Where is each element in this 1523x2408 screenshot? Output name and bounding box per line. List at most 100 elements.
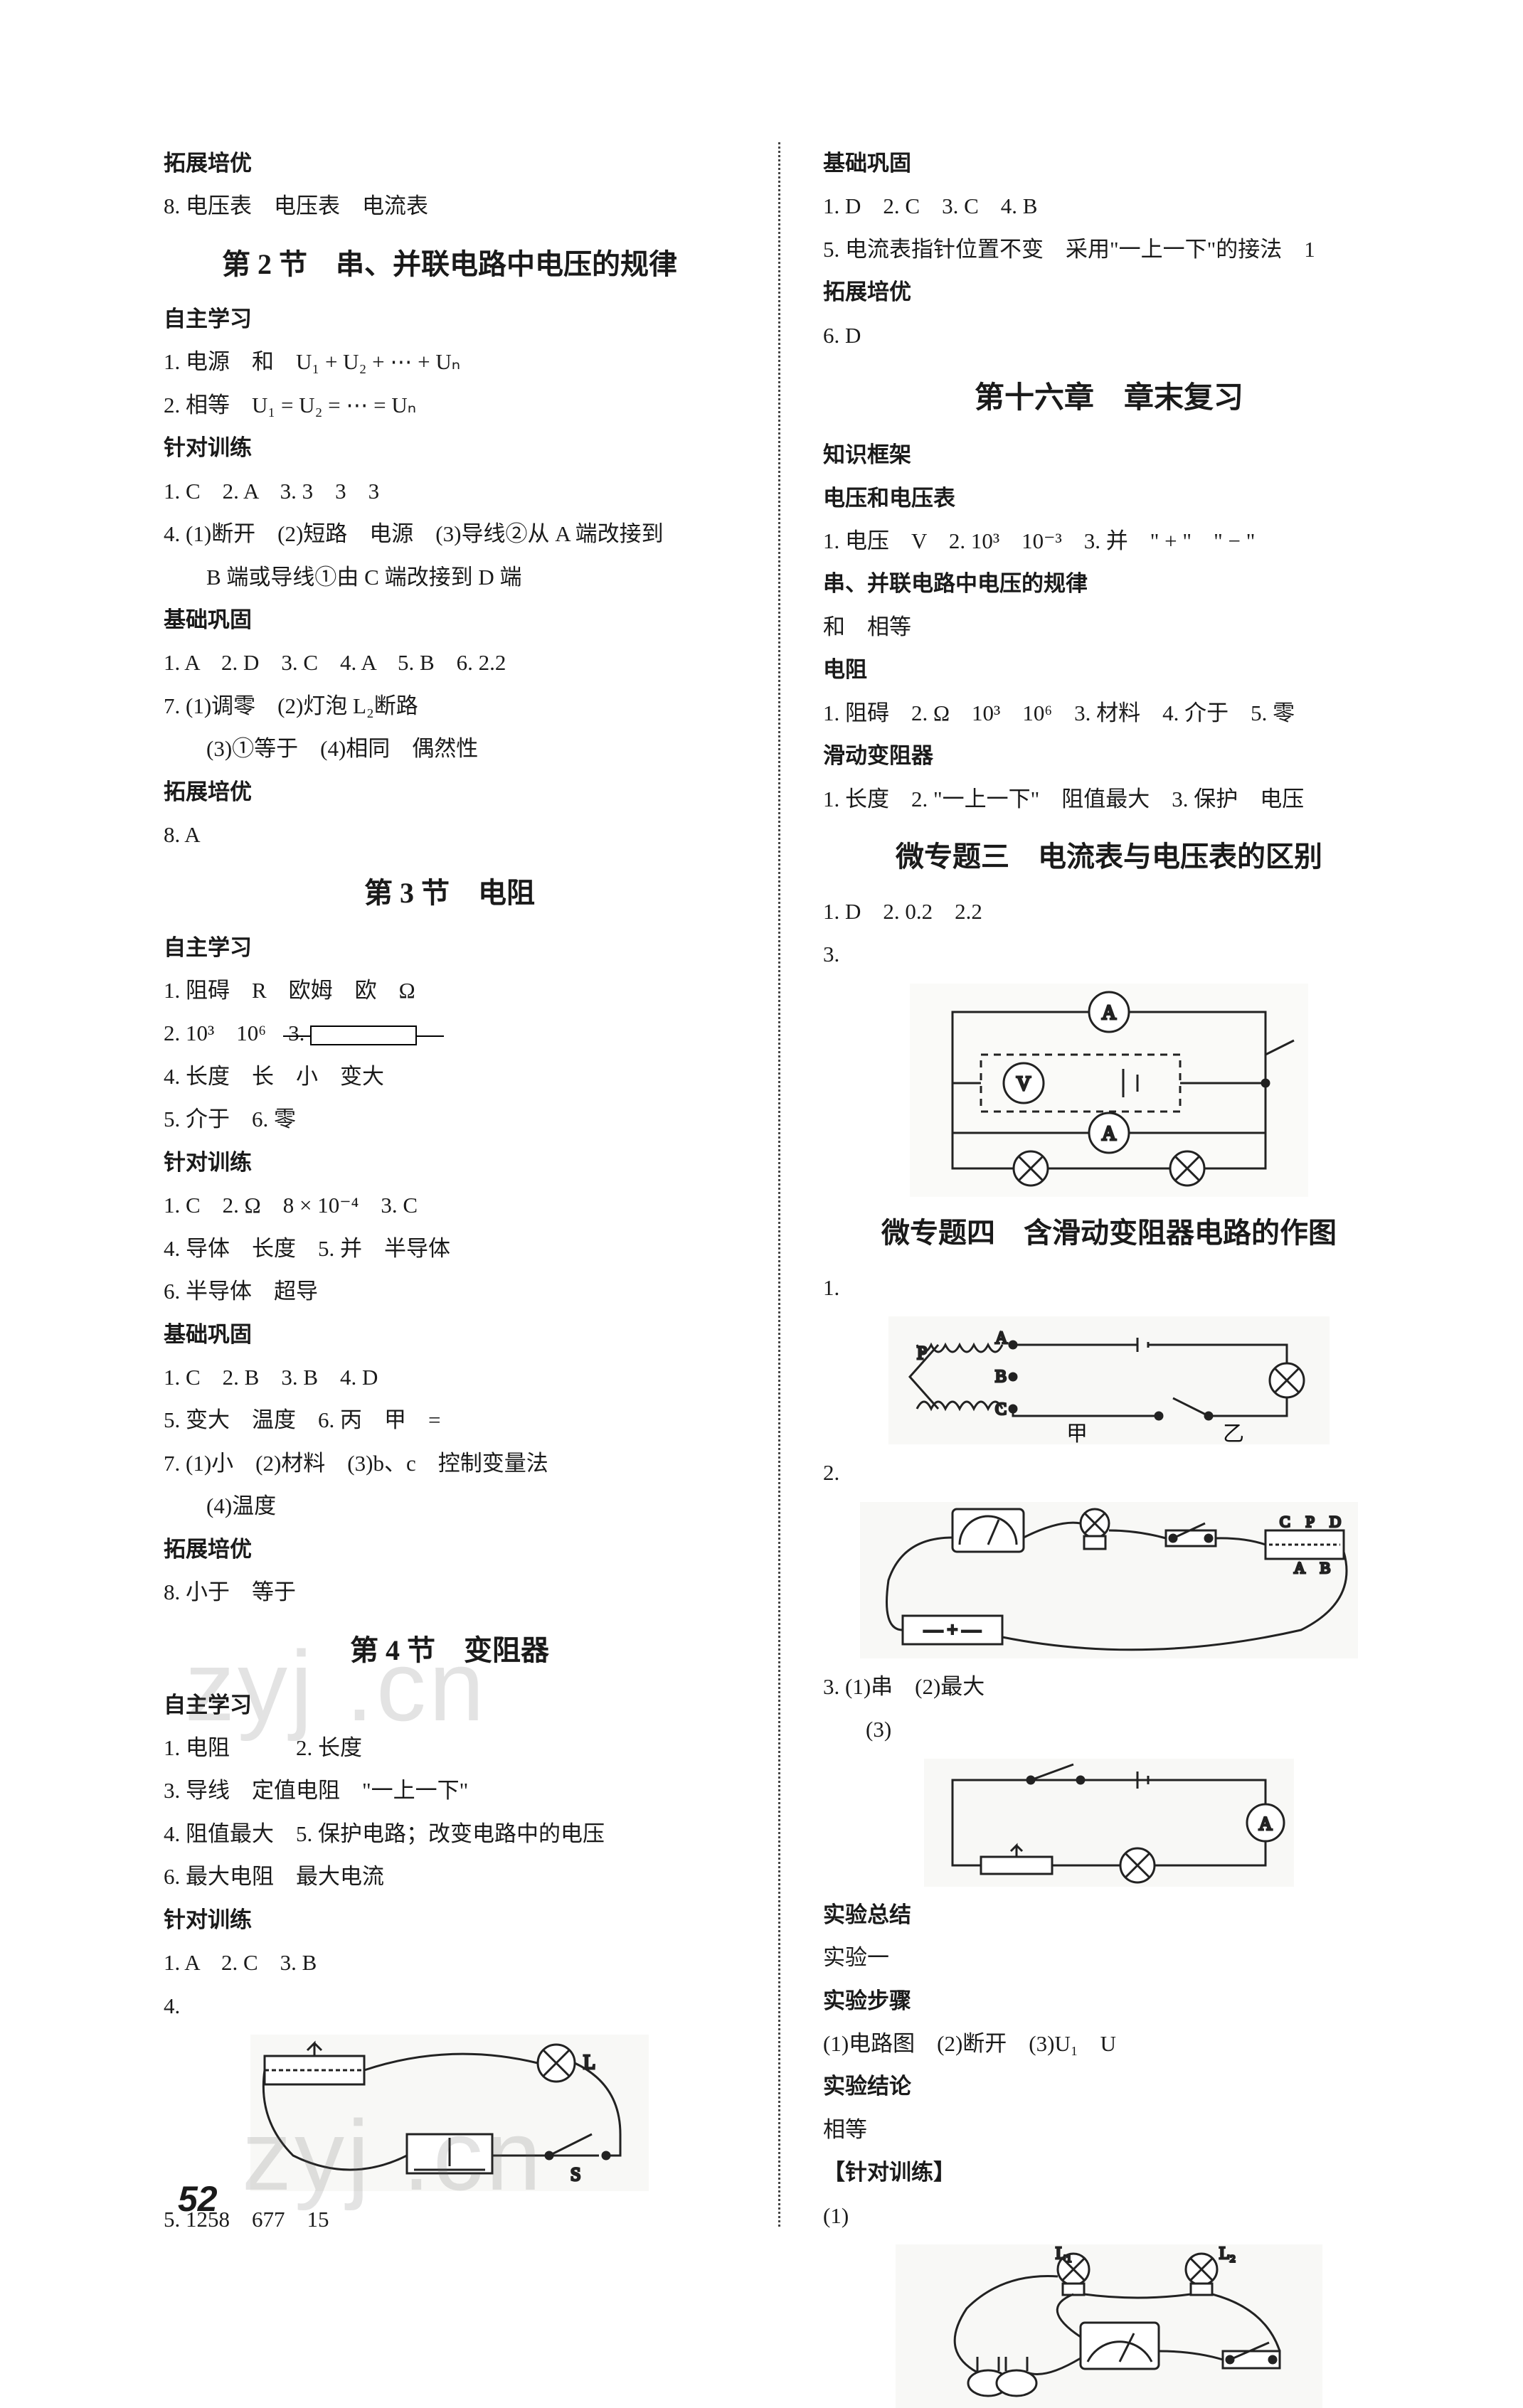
- answer-line: 实验一: [823, 1936, 1395, 1979]
- svg-text:C P D: C P D: [1280, 1513, 1341, 1530]
- answer-line: 5. 1258 677 15: [164, 2198, 736, 2241]
- answer-line: 3. 导线 定值电阻 "一上一下": [164, 1769, 736, 1812]
- circuit-figure-q4: L S: [250, 2035, 649, 2191]
- answer-line: 6. D: [823, 314, 1395, 357]
- answer-line: 和 相等: [823, 606, 1395, 649]
- circuit-figure-wz4-3: A: [924, 1759, 1294, 1887]
- heading-zhendui: 针对训练: [164, 1141, 736, 1184]
- circuit-figure-wz3: A V A: [910, 984, 1308, 1197]
- svg-text:甲: 甲: [1066, 1422, 1088, 1444]
- svg-text:L₂: L₂: [1219, 2244, 1236, 2263]
- subheading: 滑动变阻器: [823, 735, 1395, 777]
- heading-zizhu: 自主学习: [164, 927, 736, 969]
- svg-text:A: A: [1259, 1813, 1273, 1834]
- answer-line: 4. 长度 长 小 变大: [164, 1055, 736, 1098]
- micro-topic-3-title: 微专题三 电流表与电压表的区别: [823, 829, 1395, 885]
- heading-tuozhan: 拓展培优: [823, 271, 1395, 314]
- subheading: 串、并联电路中电压的规律: [823, 563, 1395, 605]
- answer-line: 7. (1)小 (2)材料 (3)b、c 控制变量法: [164, 1442, 736, 1485]
- subheading: 实验步骤: [823, 1980, 1395, 2023]
- answer-line: 相等: [823, 2109, 1395, 2151]
- left-column: 拓展培优 8. 电压表 电压表 电流表 第 2 节 串、并联电路中电压的规律 自…: [164, 142, 736, 2227]
- answer-text: 2. 10³ 10⁶ 3.: [164, 1021, 310, 1045]
- answer-line: 4. (1)断开 (2)短路 电源 (3)导线②从 A 端改接到: [164, 513, 736, 555]
- svg-text:A: A: [995, 1329, 1008, 1348]
- svg-text:B: B: [995, 1368, 1007, 1386]
- answer-line: 6. 最大电阻 最大电流: [164, 1855, 736, 1898]
- heading-jichu: 基础巩固: [823, 142, 1395, 185]
- heading-zhendui: 针对训练: [164, 427, 736, 469]
- answer-line: 1. C 2. B 3. B 4. D: [164, 1356, 736, 1399]
- answer-line: 1. 长度 2. "一上一下" 阻值最大 3. 保护 电压: [823, 778, 1395, 821]
- micro-topic-4-title: 微专题四 含滑动变阻器电路的作图: [823, 1205, 1395, 1261]
- subheading: 电阻: [823, 649, 1395, 691]
- svg-text:L₁: L₁: [1056, 2244, 1072, 2263]
- answer-line: 1. D 2. C 3. C 4. B: [823, 185, 1395, 228]
- answer-line: 2. 10³ 10⁶ 3.: [164, 1012, 736, 1055]
- answer-line: 1. A 2. C 3. B: [164, 1941, 736, 1984]
- answer-line: 5. 变大 温度 6. 丙 甲 =: [164, 1399, 736, 1442]
- subheading: 【针对训练】: [823, 2151, 1395, 2194]
- chapter-16-title: 第十六章 章末复习: [823, 368, 1395, 427]
- heading-zizhu: 自主学习: [164, 1684, 736, 1727]
- circuit-figure-experiment: L₁ L₂: [896, 2244, 1322, 2408]
- answer-line: 1. D 2. 0.2 2.2: [823, 890, 1395, 933]
- answer-line: 8. 小于 等于: [164, 1571, 736, 1614]
- answer-line: 4.: [164, 1985, 736, 2028]
- svg-text:— + —: — + —: [923, 1619, 982, 1640]
- svg-text:P: P: [917, 1343, 927, 1363]
- answer-line: 3.: [823, 933, 1395, 976]
- heading-shiyan: 实验总结: [823, 1894, 1395, 1936]
- answer-line: 7. (1)调零 (2)灯泡 L₂断路: [164, 685, 736, 728]
- answer-line: 2. 相等 U₁ = U₂ = ⋯ = Uₙ: [164, 384, 736, 427]
- answer-line: 1. 阻碍 2. Ω 10³ 10⁶ 3. 材料 4. 介于 5. 零: [823, 692, 1395, 735]
- heading-jichu: 基础巩固: [164, 599, 736, 641]
- resistor-symbol: [310, 1025, 417, 1045]
- circuit-figure-wz4-2: C P D A B — + —: [860, 1502, 1358, 1658]
- answer-line: 1.: [823, 1267, 1395, 1309]
- answer-line: (4)温度: [164, 1485, 736, 1528]
- heading-zizhu: 自主学习: [164, 298, 736, 341]
- answer-line: 4. 导体 长度 5. 并 半导体: [164, 1227, 736, 1270]
- heading-zhendui: 针对训练: [164, 1899, 736, 1941]
- heading-jichu: 基础巩固: [164, 1314, 736, 1356]
- svg-text:A B: A B: [1294, 1559, 1330, 1577]
- svg-text:A: A: [1102, 1002, 1117, 1024]
- answer-line: 1. C 2. A 3. 3 3 3: [164, 470, 736, 513]
- answer-line: 6. 半导体 超导: [164, 1270, 736, 1313]
- answer-line: 1. 电阻 2. 长度: [164, 1727, 736, 1769]
- answer-line: 1. 阻碍 R 欧姆 欧 Ω: [164, 969, 736, 1012]
- column-divider: [778, 142, 780, 2227]
- answer-line: 1. 电压 V 2. 10³ 10⁻³ 3. 并 " + " " − ": [823, 520, 1395, 563]
- heading-tuozhan: 拓展培优: [164, 771, 736, 814]
- answer-line: 1. A 2. D 3. C 4. A 5. B 6. 2.2: [164, 641, 736, 684]
- answer-line: B 端或导线①由 C 端改接到 D 端: [164, 556, 736, 599]
- heading-tuozhan: 拓展培优: [164, 142, 736, 185]
- right-column: 基础巩固 1. D 2. C 3. C 4. B 5. 电流表指针位置不变 采用…: [823, 142, 1395, 2227]
- answer-line: 4. 阻值最大 5. 保护电路；改变电路中的电压: [164, 1813, 736, 1855]
- circuit-figure-wz4-1: P A B C 甲 乙: [888, 1316, 1330, 1444]
- svg-text:乙: 乙: [1223, 1422, 1244, 1444]
- answer-line: 5. 介于 6. 零: [164, 1098, 736, 1141]
- svg-text:C: C: [995, 1400, 1007, 1419]
- section-2-title: 第 2 节 串、并联电路中电压的规律: [164, 237, 736, 292]
- svg-text:S: S: [571, 2164, 580, 2185]
- answer-line: (3)①等于 (4)相同 偶然性: [164, 728, 736, 770]
- answer-line: 8. 电压表 电压表 电流表: [164, 185, 736, 228]
- answer-line: (1): [823, 2195, 1395, 2237]
- subheading: 电压和电压表: [823, 477, 1395, 520]
- section-3-title: 第 3 节 电阻: [164, 865, 736, 921]
- answer-line: 1. C 2. Ω 8 × 10⁻⁴ 3. C: [164, 1184, 736, 1227]
- section-4-title: 第 4 节 变阻器: [164, 1623, 736, 1678]
- answer-line: (1)电路图 (2)断开 (3)U₁ U: [823, 2023, 1395, 2065]
- svg-text:A: A: [1102, 1123, 1117, 1145]
- subheading: 实验结论: [823, 2065, 1395, 2108]
- page-number: 52: [178, 2178, 218, 2220]
- answer-line: 2.: [823, 1451, 1395, 1494]
- answer-line: 1. 电源 和 U₁ + U₂ + ⋯ + Uₙ: [164, 341, 736, 383]
- answer-line: 3. (1)串 (2)最大: [823, 1666, 1395, 1708]
- heading-zhishi: 知识框架: [823, 434, 1395, 476]
- answer-line: 5. 电流表指针位置不变 采用"一上一下"的接法 1: [823, 228, 1395, 271]
- answer-line: (3): [823, 1708, 1395, 1751]
- heading-tuozhan: 拓展培优: [164, 1528, 736, 1571]
